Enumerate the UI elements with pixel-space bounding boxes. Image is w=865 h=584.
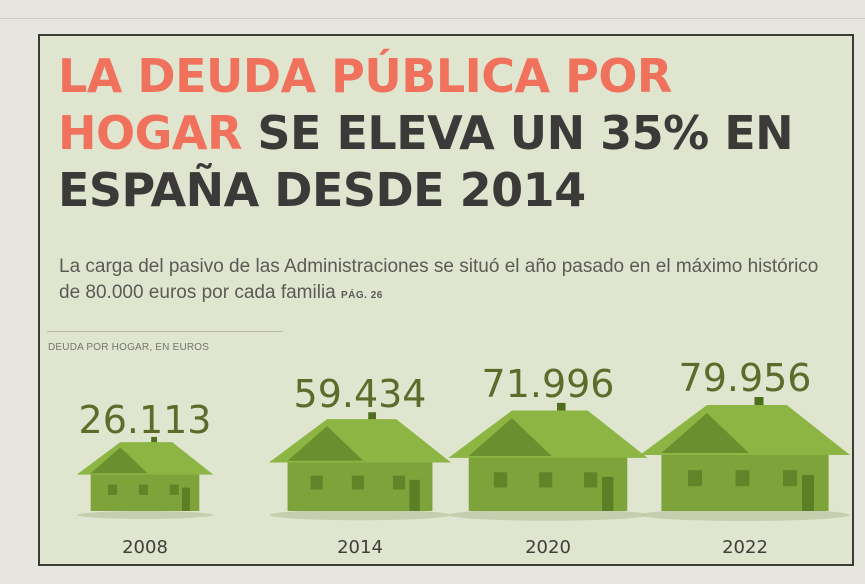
subtitle: La carga del pasivo de las Administracio…	[59, 254, 839, 309]
subtitle-text: La carga del pasivo de las Administracio…	[59, 256, 819, 303]
year-label-2020: 2020	[525, 537, 571, 558]
house-mark-2020	[448, 402, 648, 521]
house-mark-2022	[640, 397, 850, 521]
page-reference: PÁG. 26	[341, 290, 383, 301]
chart-divider	[47, 331, 283, 332]
value-label-2020: 71.996	[482, 362, 615, 406]
house-mark-2014	[269, 412, 451, 521]
value-label-2008: 26.113	[79, 398, 212, 442]
headline-highlight: LA DEUDA PÚBLICA POR HOGAR	[58, 49, 672, 160]
infographic-card: LA DEUDA PÚBLICA POR HOGAR SE ELEVA UN 3…	[38, 34, 854, 566]
year-label-2008: 2008	[122, 537, 168, 558]
year-label-2014: 2014	[337, 537, 383, 558]
page-top-rule	[0, 18, 865, 19]
house-chart: 26.113 2008 59.434 2014 71.996 2020 79.956 2022	[76, 356, 850, 558]
house-mark-2008	[76, 436, 214, 519]
year-label-2022: 2022	[722, 537, 768, 558]
headline: LA DEUDA PÚBLICA POR HOGAR SE ELEVA UN 3…	[58, 48, 848, 219]
value-label-2022: 79.956	[679, 356, 812, 400]
headline-rest: SE ELEVA UN 35% EN ESPAÑA DESDE 2014	[58, 106, 794, 217]
chart-label: DEUDA POR HOGAR, EN EUROS	[48, 342, 210, 353]
value-label-2014: 59.434	[294, 372, 427, 416]
